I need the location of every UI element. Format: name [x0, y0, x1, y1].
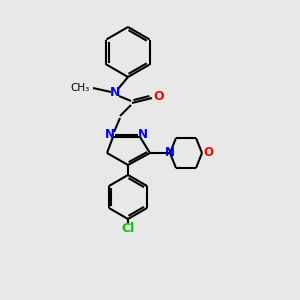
Text: Cl: Cl: [122, 223, 135, 236]
Text: CH₃: CH₃: [71, 83, 90, 93]
Text: N: N: [105, 128, 115, 140]
Text: N: N: [110, 86, 120, 100]
Text: O: O: [203, 146, 213, 160]
Text: O: O: [154, 91, 164, 103]
Text: N: N: [138, 128, 148, 140]
Text: N: N: [165, 146, 175, 160]
